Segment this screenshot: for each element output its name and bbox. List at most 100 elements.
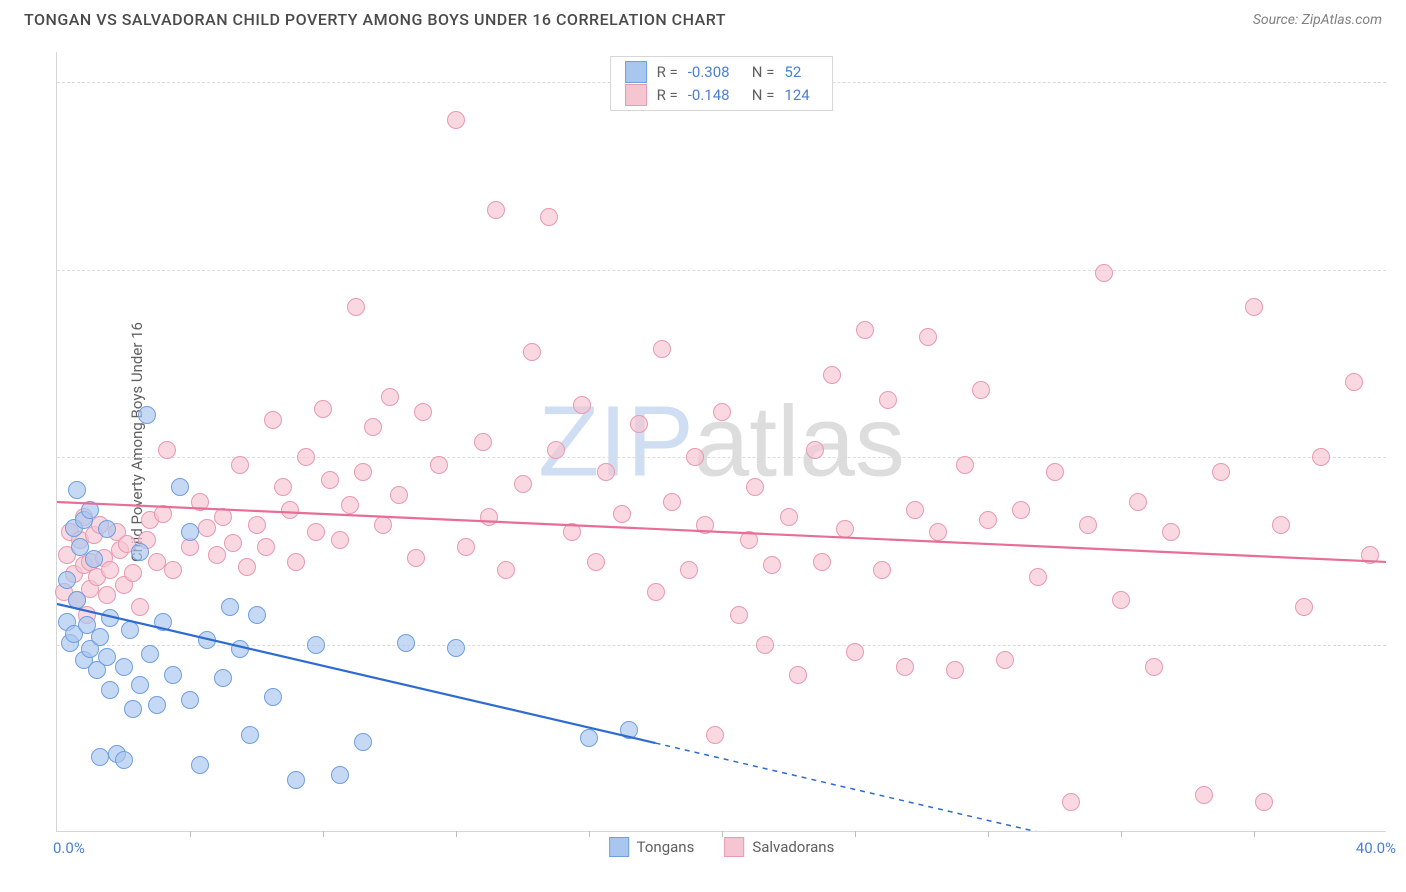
x-tick — [1254, 831, 1255, 837]
gridline — [57, 270, 1386, 271]
stats-r-label: R = — [657, 84, 678, 107]
data-point — [1272, 516, 1290, 534]
data-point — [653, 340, 671, 358]
data-point — [221, 598, 239, 616]
data-point — [1129, 493, 1147, 511]
data-point — [297, 448, 315, 466]
data-point — [331, 766, 349, 784]
data-point — [756, 636, 774, 654]
data-point — [121, 621, 139, 639]
data-point — [274, 478, 292, 496]
legend-item: Tongans — [609, 837, 695, 857]
data-point — [407, 549, 425, 567]
data-point — [191, 493, 209, 511]
data-point — [972, 381, 990, 399]
data-point — [523, 343, 541, 361]
data-point — [1029, 568, 1047, 586]
data-point — [181, 523, 199, 541]
legend-swatch — [724, 837, 744, 857]
data-point — [1046, 463, 1064, 481]
data-point — [806, 441, 824, 459]
data-point — [630, 415, 648, 433]
data-point — [85, 550, 103, 568]
data-point — [414, 403, 432, 421]
data-point — [287, 553, 305, 571]
data-point — [919, 328, 937, 346]
data-point — [214, 669, 232, 687]
x-axis-start-label: 0.0% — [53, 839, 85, 857]
data-point — [374, 516, 392, 534]
chart-area: Child Poverty Among Boys Under 16 ZIPatl… — [56, 52, 1386, 832]
trend-lines — [57, 52, 1386, 831]
data-point — [68, 591, 86, 609]
data-point — [1345, 373, 1363, 391]
x-tick — [190, 831, 191, 837]
data-point — [1112, 591, 1130, 609]
data-point — [1079, 516, 1097, 534]
data-point — [307, 636, 325, 654]
data-point — [474, 433, 492, 451]
chart-title: TONGAN VS SALVADORAN CHILD POVERTY AMONG… — [24, 10, 726, 29]
data-point — [846, 643, 864, 661]
data-point — [224, 534, 242, 552]
stats-r-value: -0.308 — [688, 61, 742, 84]
data-point — [248, 516, 266, 534]
data-point — [696, 516, 714, 534]
data-point — [354, 463, 372, 481]
data-point — [1012, 501, 1030, 519]
data-point — [91, 748, 109, 766]
data-point — [430, 456, 448, 474]
stats-n-label: N = — [752, 84, 775, 107]
x-tick — [1121, 831, 1122, 837]
data-point — [390, 486, 408, 504]
legend-item: Salvadorans — [724, 837, 834, 857]
data-point — [264, 411, 282, 429]
stats-r-value: -0.148 — [688, 84, 742, 107]
stats-legend: R =-0.308N =52R =-0.148N =124 — [610, 56, 834, 111]
data-point — [563, 523, 581, 541]
data-point — [115, 658, 133, 676]
data-point — [487, 201, 505, 219]
data-point — [1095, 264, 1113, 282]
data-point — [58, 571, 76, 589]
data-point — [331, 531, 349, 549]
data-point — [198, 631, 216, 649]
x-tick — [855, 831, 856, 837]
data-point — [115, 751, 133, 769]
data-point — [81, 501, 99, 519]
y-tick-label: 37.5% — [1391, 261, 1406, 279]
data-point — [823, 366, 841, 384]
data-point — [101, 561, 119, 579]
data-point — [1295, 598, 1313, 616]
stats-row: R =-0.148N =124 — [625, 84, 819, 107]
data-point — [597, 463, 615, 481]
watermark-atlas: atlas — [694, 385, 905, 497]
data-point — [1062, 793, 1080, 811]
data-point — [613, 505, 631, 523]
data-point — [447, 639, 465, 657]
data-point — [131, 676, 149, 694]
data-point — [354, 733, 372, 751]
data-point — [680, 561, 698, 579]
data-point — [789, 666, 807, 684]
data-point — [231, 456, 249, 474]
data-point — [198, 519, 216, 537]
data-point — [397, 634, 415, 652]
data-point — [381, 388, 399, 406]
x-tick — [456, 831, 457, 837]
stats-n-value: 52 — [784, 61, 818, 84]
data-point — [98, 648, 116, 666]
data-point — [780, 508, 798, 526]
legend-swatch — [625, 61, 647, 83]
data-point — [154, 505, 172, 523]
data-point — [1361, 546, 1379, 564]
gridline — [57, 645, 1386, 646]
data-point — [573, 396, 591, 414]
data-point — [706, 726, 724, 744]
data-point — [620, 721, 638, 739]
x-tick — [323, 831, 324, 837]
data-point — [124, 700, 142, 718]
data-point — [68, 481, 86, 499]
data-point — [547, 441, 565, 459]
legend-label: Salvadorans — [752, 838, 834, 856]
